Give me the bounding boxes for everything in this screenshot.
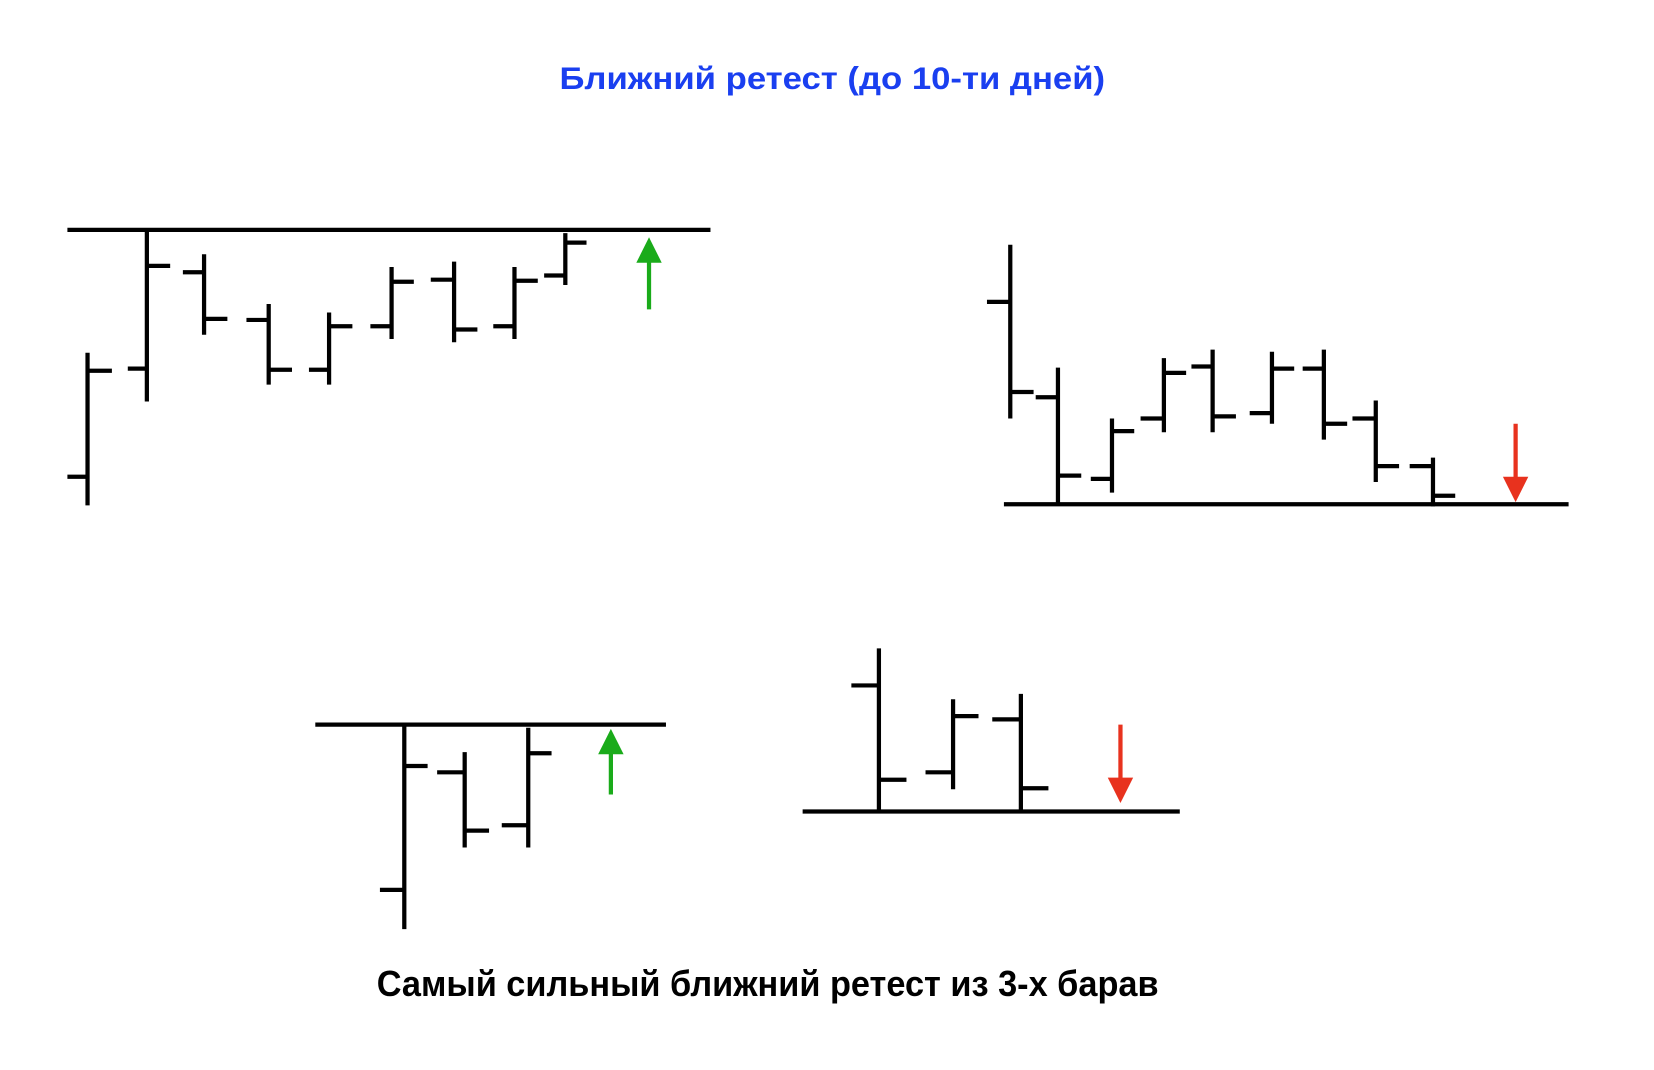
ohlc-bar	[127, 229, 171, 402]
ohlc-bar	[1409, 457, 1456, 507]
arrow-head	[1502, 476, 1529, 503]
ohlc-bar	[246, 304, 292, 385]
caption: Самый сильный ближний ретест из 3-х бара…	[377, 963, 1159, 1004]
arrow-head	[636, 237, 662, 263]
ohlc-bar	[1302, 349, 1348, 440]
bars-top-right	[986, 244, 1569, 507]
bars-bottom-right	[802, 648, 1180, 814]
ohlc-bar	[493, 266, 538, 340]
ohlc-bar	[544, 233, 587, 285]
ohlc-bar	[992, 693, 1049, 812]
ohlc-bar	[430, 261, 478, 343]
ohlc-bar	[986, 244, 1034, 419]
ohlc-bar	[308, 312, 353, 385]
ohlc-bar	[925, 699, 979, 790]
ohlc-bar	[379, 724, 428, 930]
ohlc-bar	[1191, 349, 1236, 433]
arrow-head	[1107, 777, 1134, 804]
ohlc-bar	[1140, 358, 1187, 433]
ohlc-bar	[182, 254, 228, 335]
ohlc-bar	[1249, 351, 1295, 424]
title: Ближний ретест (до 10-ти дней)	[560, 60, 1106, 96]
ohlc-bar	[1352, 400, 1400, 483]
ohlc-bar	[1035, 367, 1082, 505]
ohlc-bar	[1090, 418, 1135, 493]
ohlc-bar	[67, 352, 112, 506]
arrow-head	[598, 728, 624, 755]
ohlc-bar	[501, 727, 552, 848]
ohlc-bar	[437, 752, 490, 848]
bars-top-left	[67, 227, 711, 506]
bars-bottom-left	[315, 722, 666, 930]
ohlc-bar	[851, 648, 907, 812]
ohlc-bar	[370, 266, 414, 340]
